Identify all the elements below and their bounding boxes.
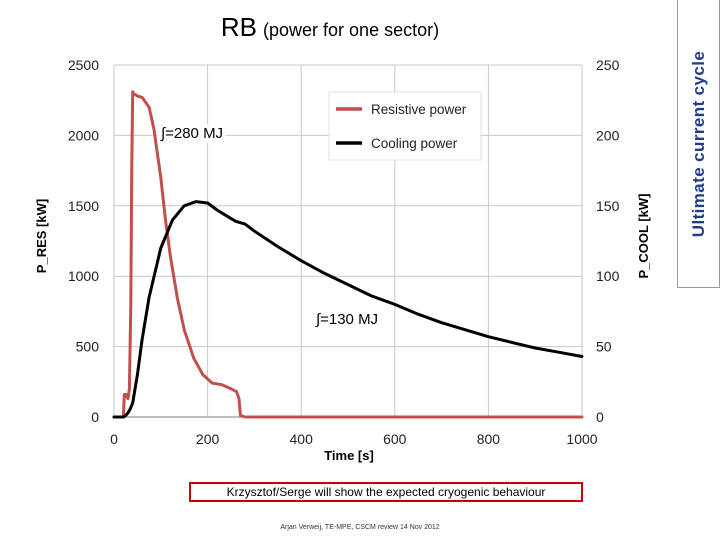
- x-tick-label: 400: [290, 431, 314, 447]
- y2-tick-label: 200: [596, 127, 620, 143]
- y-tick-label: 1500: [68, 198, 99, 214]
- legend-label: Cooling power: [371, 136, 458, 151]
- y-tick-label: 1000: [68, 268, 99, 284]
- legend-label: Resistive power: [371, 102, 467, 117]
- y2-tick-label: 50: [596, 339, 612, 355]
- y-tick-label: 0: [91, 409, 99, 425]
- title-sub: (power for one sector): [263, 20, 440, 40]
- annotation-integral-cool: ∫=130 MJ: [313, 310, 382, 329]
- note-text: Krzysztof/Serge will show the expected c…: [226, 485, 546, 499]
- footer-text: Arjan Verweij, TE-MPE, CSCM review 14 No…: [280, 524, 440, 531]
- annotation-integral-res: ∫=280 MJ: [158, 124, 227, 143]
- series-line-resistive-power: [112, 90, 584, 419]
- series-line-cooling-power: [112, 200, 584, 419]
- note-box: Krzysztof/Serge will show the expected c…: [189, 482, 583, 502]
- legend: Resistive power Cooling power: [328, 91, 482, 161]
- y-tick-label: 2500: [68, 57, 99, 73]
- x-axis-title: Time [s]: [324, 448, 374, 463]
- x-tick-label: 1000: [566, 431, 597, 447]
- x-tick-label: 0: [110, 431, 118, 447]
- title-main: RB: [220, 12, 258, 42]
- y-axis-title: P_RES [kW]: [34, 199, 49, 273]
- x-tick-label: 800: [477, 431, 501, 447]
- slide-title: RB (power for one sector): [0, 12, 660, 43]
- y2-tick-label: 0: [596, 409, 604, 425]
- y2-axis-title: P_COOL [kW]: [636, 194, 651, 279]
- y2-tick-label: 150: [596, 198, 620, 214]
- legend-box: [328, 91, 482, 161]
- y2-tick-label: 250: [596, 57, 620, 73]
- y2-tick-label: 100: [596, 268, 620, 284]
- y-tick-label: 2000: [68, 127, 99, 143]
- x-tick-label: 200: [196, 431, 220, 447]
- y-tick-label: 500: [76, 339, 100, 355]
- x-tick-label: 600: [383, 431, 407, 447]
